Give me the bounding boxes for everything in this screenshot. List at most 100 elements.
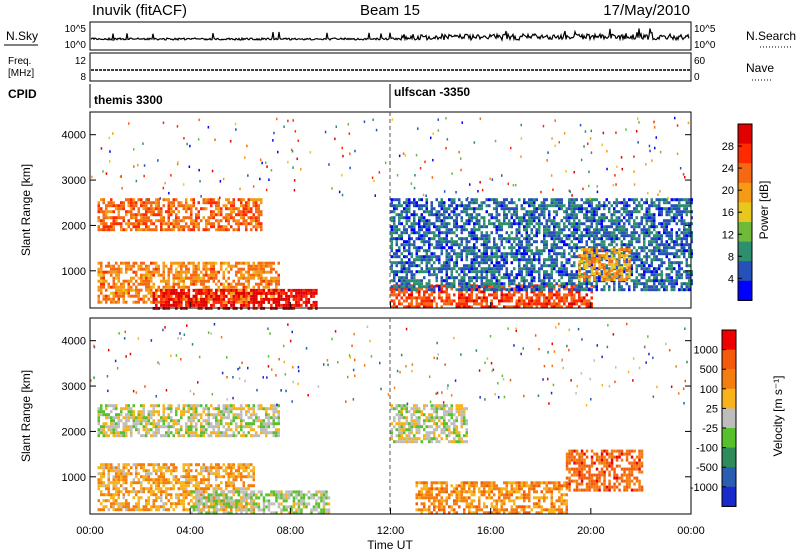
heat-cell [157,288,160,292]
heat-cell [398,219,401,223]
heat-cell [463,204,466,208]
heat-cell [197,276,200,280]
heat-cell [675,276,678,280]
heat-cell [608,210,611,214]
heat-cell [349,166,351,170]
heat-cell [560,261,563,265]
heat-cell [265,291,268,295]
heat-cell [683,237,686,241]
heat-cell [440,296,443,300]
heat-cell [160,425,163,429]
heat-cell [132,198,135,202]
heat-cell [162,425,165,429]
heat-cell [155,207,158,211]
heat-cell [172,201,175,205]
heat-cell [182,285,185,289]
heat-cell [175,222,178,226]
heat-cell [440,305,443,309]
heat-cell [242,222,245,226]
heat-cell [185,297,188,301]
heat-cell [135,279,138,283]
heat-cell [670,237,673,241]
heat-cell [490,216,493,220]
heat-cell [259,158,262,161]
heat-cell [515,234,518,238]
heat-cell [125,434,128,438]
heat-cell [150,201,153,205]
heat-cell [615,260,619,264]
heat-cell [610,266,614,270]
heat-cell [157,201,160,205]
heat-cell [438,246,441,250]
heat-cell [518,285,521,289]
heat-cell [675,213,678,217]
heat-cell [505,252,508,256]
heat-cell [152,294,156,298]
heat-cell [145,273,148,277]
heat-cell [152,425,155,429]
y-tick-label: 3000 [62,175,86,187]
heat-cell [460,249,463,253]
heat-cell [525,246,528,250]
heat-cell [543,204,546,208]
heat-cell [610,263,614,267]
heat-cell [606,167,608,171]
heat-cell [555,252,558,256]
heat-cell [495,252,498,256]
heat-cell [212,225,215,229]
heat-cell [475,255,478,259]
heat-cell [280,288,283,292]
heat-cell [190,300,193,304]
heat-cell [680,267,683,271]
heat-cell [628,213,631,217]
heat-cell [605,234,608,238]
heat-cell [551,137,553,140]
heat-cell [563,287,566,291]
heat-cell [390,246,393,250]
heat-cell [540,190,542,194]
heat-cell [453,267,456,271]
heat-cell [580,288,583,292]
heat-cell [500,264,503,268]
heat-cell [513,290,516,294]
heat-cell [570,305,573,309]
heat-cell [565,299,568,303]
heat-cell [195,225,198,229]
heat-cell [580,207,583,211]
heat-cell [655,243,658,247]
heat-cell [440,249,443,253]
heat-cell [615,201,618,205]
heat-cell [530,279,533,283]
heat-cell [483,258,486,262]
heat-cell [500,201,503,205]
heat-cell [157,159,159,162]
heat-cell [147,273,150,277]
heat-cell [578,285,581,289]
heat-cell [430,302,433,306]
heat-cell [515,285,518,289]
heat-cell [182,279,185,283]
heat-cell [232,198,235,202]
heat-cell [220,210,223,214]
heat-cell [540,290,543,294]
heat-cell [247,174,249,177]
heat-cell [510,279,513,283]
heat-cell [573,276,576,280]
heat-cell [255,222,258,226]
heat-cell [182,225,185,229]
heat-cell [390,264,393,268]
heat-cell [673,198,676,202]
heat-cell [625,234,628,238]
heat-cell [470,264,473,268]
heat-cell [142,404,145,408]
heat-cell [395,225,398,229]
heat-cell [240,222,243,226]
heat-cell [285,294,288,298]
heat-cell [538,255,541,259]
heat-cell [668,201,671,205]
heat-cell [485,261,488,265]
heat-cell [175,225,178,229]
heat-cell [590,198,593,202]
heat-cell [455,270,458,274]
heat-cell [122,261,125,265]
